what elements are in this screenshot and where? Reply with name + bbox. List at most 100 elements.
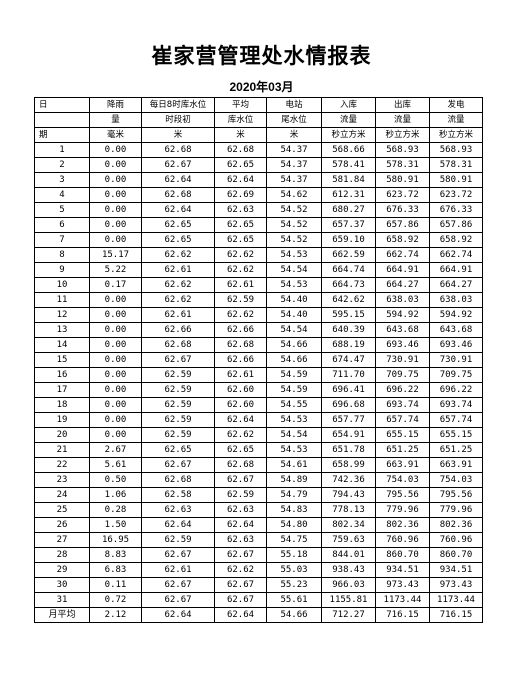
cell-inflow: 680.27 [321, 202, 376, 218]
cell-avg-level: 62.63 [214, 502, 267, 518]
cell-start-level: 62.68 [141, 142, 215, 158]
table-row: 24 1.06 62.58 62.59 54.79 794.43 795.56 795.56 [34, 487, 483, 503]
cell-tailwater: 54.83 [266, 502, 322, 518]
cell-inflow: 664.74 [321, 262, 376, 278]
header-cell-day: 期 [34, 127, 90, 143]
header-row: 日降雨 每日8时库水位 平均 电站 入库 出库 发电 [34, 97, 483, 113]
header-cell-outflow: 秒立方米 [375, 127, 430, 143]
table-row: 28 8.83 62.67 62.67 55.18 844.01 860.70 860.70 [34, 547, 483, 563]
cell-power-flow: 693.74 [429, 397, 483, 413]
cell-inflow: 664.73 [321, 277, 376, 293]
cell-tailwater: 54.62 [266, 187, 322, 203]
cell-day: 11 [34, 292, 90, 308]
cell-outflow: 860.70 [375, 547, 430, 563]
cell-rainfall: 0.00 [89, 322, 142, 338]
cell-avg-level: 62.64 [214, 172, 267, 188]
cell-day: 13 [34, 322, 90, 338]
cell-outflow: 643.68 [375, 322, 430, 338]
cell-rainfall: 0.50 [89, 472, 142, 488]
cell-rainfall: 0.00 [89, 382, 142, 398]
cell-rainfall: 0.72 [89, 592, 142, 608]
cell-start-level: 62.68 [141, 187, 215, 203]
cell-inflow: 938.43 [321, 562, 376, 578]
cell-tailwater: 54.59 [266, 367, 322, 383]
header-cell-inflow: 秒立方米 [321, 127, 376, 143]
cell-inflow: 654.91 [321, 427, 376, 443]
cell-power-flow: 580.91 [429, 172, 483, 188]
cell-day: 12 [34, 307, 90, 323]
cell-day: 19 [34, 412, 90, 428]
cell-rainfall: 0.00 [89, 142, 142, 158]
table-row: 16 0.00 62.59 62.61 54.59 711.70 709.75 709.75 [34, 367, 483, 383]
cell-power-flow: 693.46 [429, 337, 483, 353]
header-cell-power-flow: 秒立方米 [429, 127, 483, 143]
cell-start-level: 62.59 [141, 427, 215, 443]
cell-inflow: 578.41 [321, 157, 376, 173]
table-row: 8 15.17 62.62 62.62 54.53 662.59 662.74 662.74 [34, 247, 483, 263]
cell-rainfall: 0.00 [89, 157, 142, 173]
cell-day: 17 [34, 382, 90, 398]
cell-start-level: 62.61 [141, 562, 215, 578]
cell-inflow: 657.37 [321, 217, 376, 233]
table-row: 6 0.00 62.65 62.65 54.52 657.37 657.86 657.86 [34, 217, 483, 233]
cell-tailwater: 54.37 [266, 172, 322, 188]
cell-power-flow: 664.91 [429, 262, 483, 278]
header-cell-start-level: 时段初 [141, 112, 215, 128]
header-cell-rainfall: 降雨 [89, 97, 142, 113]
cell-tailwater: 55.03 [266, 562, 322, 578]
cell-rainfall: 0.00 [89, 217, 142, 233]
cell-rainfall: 0.00 [89, 412, 142, 428]
cell-outflow: 663.91 [375, 457, 430, 473]
cell-day: 1 [34, 142, 90, 158]
cell-avg-level: 62.64 [214, 412, 267, 428]
table-row: 7 0.00 62.65 62.65 54.52 659.10 658.92 658.92 [34, 232, 483, 248]
cell-tailwater: 54.75 [266, 532, 322, 548]
table-row: 18 0.00 62.59 62.60 54.55 696.68 693.74 693.74 [34, 397, 483, 413]
cell-tailwater: 54.80 [266, 517, 322, 533]
header-cell-day [34, 112, 90, 128]
cell-day: 2 [34, 157, 90, 173]
summary-cell-power-flow: 716.15 [429, 607, 483, 623]
cell-rainfall: 15.17 [89, 247, 142, 263]
cell-start-level: 62.62 [141, 277, 215, 293]
monthly-average-row: 月平均 2.12 62.64 62.64 54.66 712.27 716.15 716.15 [34, 607, 483, 623]
cell-start-level: 62.67 [141, 457, 215, 473]
cell-rainfall: 1.50 [89, 517, 142, 533]
cell-start-level: 62.67 [141, 352, 215, 368]
header-cell-avg-level: 库水位 [214, 112, 267, 128]
cell-outflow: 795.56 [375, 487, 430, 503]
hydrology-table: 日降雨 每日8时库水位 平均 电站 入库 出库 发电量时段初 库水位 尾水位 流量 流量 流量期毫米米… [34, 97, 483, 623]
cell-start-level: 62.63 [141, 502, 215, 518]
cell-avg-level: 62.62 [214, 562, 267, 578]
report-month: 2020年03月 [229, 80, 294, 94]
cell-power-flow: 754.03 [429, 472, 483, 488]
cell-tailwater: 54.59 [266, 382, 322, 398]
cell-start-level: 62.68 [141, 472, 215, 488]
cell-rainfall: 0.00 [89, 397, 142, 413]
cell-outflow: 568.93 [375, 142, 430, 158]
cell-avg-level: 62.63 [214, 532, 267, 548]
cell-outflow: 779.96 [375, 502, 430, 518]
table-row: 17 0.00 62.59 62.60 54.59 696.41 696.22 696.22 [34, 382, 483, 398]
cell-avg-level: 62.65 [214, 232, 267, 248]
cell-rainfall: 6.83 [89, 562, 142, 578]
cell-avg-level: 62.67 [214, 577, 267, 593]
table-row: 19 0.00 62.59 62.64 54.53 657.77 657.74 657.74 [34, 412, 483, 428]
cell-rainfall: 0.00 [89, 187, 142, 203]
cell-tailwater: 54.53 [266, 412, 322, 428]
table-row: 12 0.00 62.61 62.62 54.40 595.15 594.92 594.92 [34, 307, 483, 323]
header-cell-inflow: 流量 [321, 112, 376, 128]
cell-start-level: 62.67 [141, 157, 215, 173]
cell-power-flow: 623.72 [429, 187, 483, 203]
cell-avg-level: 62.62 [214, 262, 267, 278]
cell-rainfall: 8.83 [89, 547, 142, 563]
table-row: 3 0.00 62.64 62.64 54.37 581.84 580.91 580.91 [34, 172, 483, 188]
cell-start-level: 62.65 [141, 232, 215, 248]
cell-tailwater: 54.52 [266, 232, 322, 248]
cell-avg-level: 62.65 [214, 217, 267, 233]
cell-tailwater: 54.52 [266, 217, 322, 233]
cell-power-flow: 643.68 [429, 322, 483, 338]
cell-avg-level: 62.60 [214, 397, 267, 413]
cell-power-flow: 594.92 [429, 307, 483, 323]
cell-inflow: 651.78 [321, 442, 376, 458]
